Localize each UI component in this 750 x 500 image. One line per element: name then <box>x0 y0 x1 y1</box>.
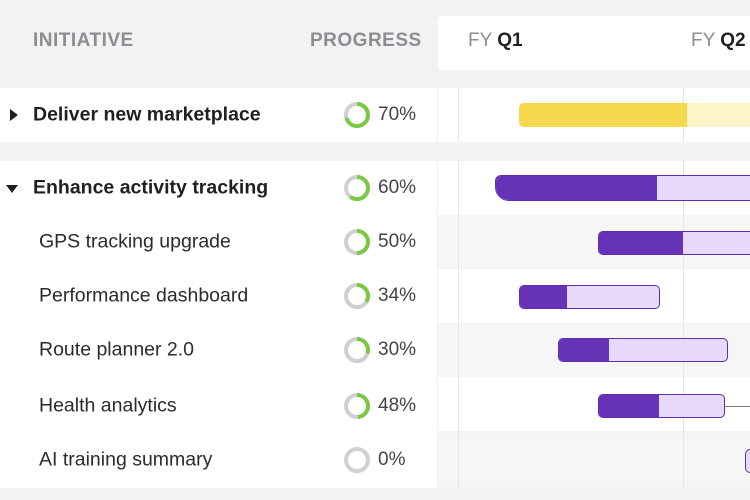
initiative-child-row[interactable]: Performance dashboard 34% <box>0 269 437 323</box>
quarter-label-q2: FY Q2 <box>691 30 746 52</box>
progress-percent: 50% <box>378 231 417 252</box>
timeline-row <box>438 433 750 487</box>
initiative-label[interactable]: Health analytics <box>39 394 177 417</box>
roadmap-bar-progress <box>519 103 687 127</box>
quarter-header: FY Q1 FY Q2 <box>438 16 750 70</box>
roadmap-bar-health-analytics[interactable] <box>598 394 725 418</box>
progress-column-header[interactable]: PROGRESS <box>310 30 422 51</box>
roadmap-bar-enhance-activity-tracking[interactable] <box>495 175 750 201</box>
initiative-row[interactable]: Enhance activity tracking 60% <box>0 161 437 215</box>
timeline-grid <box>438 88 750 488</box>
progress-ring-icon <box>344 229 370 255</box>
expand-caret-icon[interactable] <box>10 109 18 121</box>
progress-ring-icon <box>344 337 370 363</box>
progress-percent: 48% <box>378 395 417 416</box>
initiative-label[interactable]: AI training summary <box>39 448 213 471</box>
progress-ring-arc <box>344 393 370 419</box>
progress-ring-arc <box>344 283 370 309</box>
collapse-caret-icon[interactable] <box>6 185 18 193</box>
roadmap-bar-progress <box>599 232 683 254</box>
initiative-child-row[interactable]: AI training summary 0% <box>0 433 437 487</box>
initiative-child-row[interactable]: GPS tracking upgrade 50% <box>0 215 437 269</box>
roadmap-bar-progress <box>599 395 659 417</box>
initiative-label[interactable]: Performance dashboard <box>39 284 249 307</box>
progress-percent: 0% <box>378 449 406 470</box>
initiative-card-marketplace: Deliver new marketplace 70% <box>0 88 437 142</box>
progress-percent: 60% <box>378 177 417 198</box>
initiative-label[interactable]: Route planner 2.0 <box>39 338 195 361</box>
gridline <box>683 161 684 488</box>
progress-ring-arc <box>344 337 370 363</box>
roadmap-bar-ai-training-summary[interactable] <box>745 449 750 473</box>
roadmap-bar-progress <box>520 286 568 308</box>
initiative-child-row[interactable]: Route planner 2.0 30% <box>0 323 437 377</box>
roadmap-bar-gps-tracking-upgrade[interactable] <box>598 231 750 255</box>
progress-percent: 34% <box>378 285 417 306</box>
progress-ring-arc <box>344 175 370 201</box>
initiative-label[interactable]: Enhance activity tracking <box>33 176 269 199</box>
roadmap-bar-route-planner[interactable] <box>558 338 728 362</box>
quarter-name: Q1 <box>497 30 523 51</box>
progress-ring-arc <box>344 229 370 255</box>
initiative-column-header[interactable]: INITIATIVE <box>33 30 134 51</box>
progress-ring-icon <box>344 393 370 419</box>
progress-ring-icon <box>344 283 370 309</box>
progress-ring-icon <box>344 175 370 201</box>
dependency-line <box>725 406 750 407</box>
roadmap-bar-performance-dashboard[interactable] <box>519 285 660 309</box>
progress-percent: 30% <box>378 339 417 360</box>
progress-ring-icon <box>344 447 370 473</box>
gridline <box>458 88 459 142</box>
roadmap-bar-progress <box>496 176 657 200</box>
roadmap-bar-progress <box>559 339 610 361</box>
roadmap-bar-deliver-new-marketplace[interactable] <box>519 103 750 127</box>
progress-ring-track <box>344 447 370 473</box>
fiscal-year-prefix: FY <box>468 30 492 51</box>
roadmap-timeline: FY Q1 FY Q2 <box>438 0 750 500</box>
gridline <box>458 161 459 488</box>
initiative-child-row[interactable]: Health analytics 48% <box>0 379 437 433</box>
initiative-card-activity: Enhance activity tracking 60% GPS tracki… <box>0 161 437 488</box>
initiatives-list: INITIATIVE PROGRESS Deliver new marketpl… <box>0 30 437 488</box>
initiative-row[interactable]: Deliver new marketplace 70% <box>0 88 437 142</box>
quarter-label-q1: FY Q1 <box>468 30 523 52</box>
quarter-name: Q2 <box>720 30 746 51</box>
progress-ring-arc <box>344 102 370 128</box>
fiscal-year-prefix: FY <box>691 30 715 51</box>
initiative-label[interactable]: GPS tracking upgrade <box>39 230 231 253</box>
initiative-label[interactable]: Deliver new marketplace <box>33 103 261 126</box>
progress-ring-icon <box>344 102 370 128</box>
progress-percent: 70% <box>378 104 417 125</box>
